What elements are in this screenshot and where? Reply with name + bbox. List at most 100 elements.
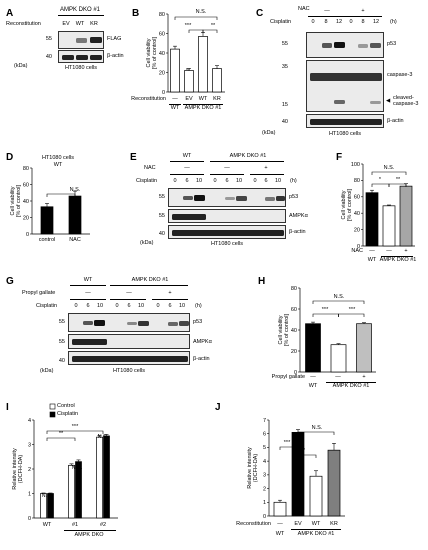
time-label: 6 <box>127 303 131 309</box>
group-label: WT <box>275 531 285 537</box>
y-axis-label: Cell viability[% of control] <box>341 188 353 221</box>
ns-label: N.S. <box>41 493 53 499</box>
ns-label: N.S. <box>333 294 345 300</box>
bar-control <box>68 464 75 519</box>
blot-p53 <box>68 313 190 332</box>
time-label: 0 <box>349 19 353 25</box>
blot-label: cleaved- <box>393 95 414 101</box>
significance-bracket <box>279 446 299 450</box>
time-label: 12 <box>335 19 343 25</box>
chart-b: 0 20 40 60 80 Cell viability[% of control] <box>146 12 225 96</box>
y-axis-label: Relative intensity(DCFH-DA) <box>12 448 24 490</box>
blot-p53 <box>306 32 384 58</box>
unit-label: (h) <box>195 303 202 309</box>
blot-actin <box>168 225 286 239</box>
dko-label: AMPK DKO #1 <box>131 277 169 283</box>
cells-label: HT1080 cells <box>328 131 362 137</box>
blot-ampk <box>168 209 286 223</box>
legend-swatch-control <box>49 403 56 410</box>
group-label: AMPK DKO #1 <box>332 383 370 389</box>
time-label: 6 <box>225 178 229 184</box>
time-label: 6 <box>168 303 172 309</box>
group-label: AMPK DKO #1 <box>379 257 417 263</box>
panel-label: B <box>132 8 140 19</box>
y-tick-label: 20 <box>23 215 29 221</box>
blot-p53 <box>168 188 286 207</box>
panel-label: C <box>256 8 264 19</box>
panel-j: J 0 1 2 3 4 5 6 7 Relative intensity(DCFH-DA) **… <box>205 396 365 550</box>
propyl-gallate-label: Propyl gallate <box>271 374 305 380</box>
y-tick-label: 2 <box>263 486 266 492</box>
y-tick-label: 40 <box>291 328 297 334</box>
time-label: 0 <box>115 303 119 309</box>
mw-marker: 55 <box>281 41 288 47</box>
pg-val: — <box>335 374 341 380</box>
cells-label: HT1080 cells <box>112 368 146 374</box>
ns-label: N.S. <box>311 425 323 431</box>
nac-val: — <box>224 165 230 171</box>
group-label: AMPK DKO #1 <box>297 531 335 537</box>
title: HT1080 cells <box>41 155 75 161</box>
nac-val: — <box>324 8 330 14</box>
sig-stars: *** <box>71 424 79 430</box>
y-tick-label: 2 <box>28 467 31 473</box>
nac-label: NAC <box>144 165 156 171</box>
significance-bracket <box>46 430 104 434</box>
kda-label: (kDa) <box>14 63 28 69</box>
ns-label: N.S. <box>195 9 207 15</box>
ns-label: N.S. <box>71 465 83 471</box>
time-label: 0 <box>311 19 315 25</box>
panel-b: B 0 20 40 60 80 Cell viability[% of control] … <box>128 0 238 111</box>
y-tick-label: 4 <box>28 418 31 424</box>
bar <box>198 36 208 93</box>
group-label: WT <box>367 257 377 263</box>
mw-marker: 40 <box>158 231 165 237</box>
panel-d: D HT1080 cells WT 0 20 40 60 80 Cell viabilit… <box>0 148 95 258</box>
y-tick-label: 7 <box>263 418 266 424</box>
blot-label: β-actin <box>193 356 210 362</box>
unit-label: (h) <box>290 178 297 184</box>
blot-label: caspase-3 <box>393 101 419 107</box>
y-tick-label: 80 <box>354 178 360 184</box>
blot-label: p53 <box>193 319 203 325</box>
header: AMPK DKO #1 <box>59 7 101 13</box>
category-label: NAC <box>69 237 81 243</box>
nac-val: — <box>386 248 392 254</box>
time-label: 10 <box>137 303 145 309</box>
significance-bracket <box>371 171 407 175</box>
y-tick-label: 0 <box>357 244 360 250</box>
time-label: 10 <box>235 178 243 184</box>
blot-label: β-actin <box>289 229 306 235</box>
y-axis-label: Cell viability[% of control] <box>146 36 158 69</box>
kda-label: (kDa) <box>40 368 54 374</box>
panel-label: J <box>215 402 221 413</box>
mw-marker: 55 <box>158 194 165 200</box>
sig-stars: ** <box>300 448 306 454</box>
bar <box>291 431 305 517</box>
blot-actin <box>306 114 384 128</box>
legend-cisplatin: Cisplatin <box>57 411 79 417</box>
blot-ampk <box>68 334 190 349</box>
group-label: AMPK DKO <box>74 532 104 538</box>
y-tick-label: 5 <box>263 445 266 451</box>
y-tick-label: 0 <box>162 90 165 96</box>
lane-label: WT <box>75 21 85 27</box>
cisplatin-label: Cisplatin <box>36 303 58 309</box>
sig-stars: * <box>378 177 382 183</box>
panel-label: E <box>130 152 137 163</box>
time-label: 10 <box>178 303 186 309</box>
y-tick-label: 0 <box>263 514 266 520</box>
mw-marker: 15 <box>281 102 288 108</box>
ns-label: N.S. <box>97 434 109 440</box>
nac-label: NAC <box>298 6 310 12</box>
y-tick-label: 0 <box>28 516 31 522</box>
time-label: 6 <box>86 303 90 309</box>
cisplatin-label: Cisplatin <box>136 178 158 184</box>
bar <box>382 205 396 247</box>
category-label: #2 <box>99 522 107 528</box>
y-tick-label: 60 <box>23 182 29 188</box>
panel-label: G <box>6 276 14 287</box>
cisplatin-label: Cisplatin <box>270 19 292 25</box>
lane-label: EV <box>62 21 70 27</box>
y-tick-label: 80 <box>291 286 297 292</box>
